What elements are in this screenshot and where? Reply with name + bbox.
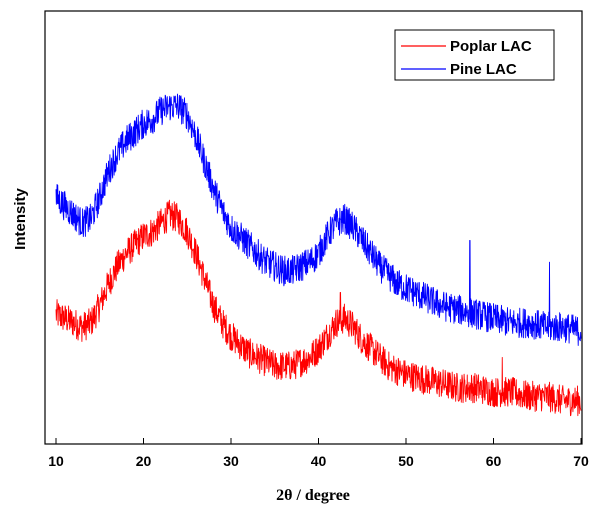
x-tick-label: 60 <box>486 453 502 469</box>
x-axis-ticks: 10 20 30 40 50 60 70 <box>48 438 589 469</box>
x-tick-label: 10 <box>48 453 64 469</box>
series-line-poplar <box>55 199 582 417</box>
legend-box <box>394 29 555 81</box>
x-tick-label: 30 <box>223 453 239 469</box>
x-tick-label: 50 <box>398 453 414 469</box>
legend-label-poplar: Poplar LAC <box>450 38 532 55</box>
series-line-pine <box>55 93 582 346</box>
legend-label-pine: Pine LAC <box>450 61 517 78</box>
plot-frame <box>44 10 583 445</box>
x-axis-title: 2θ / degree <box>276 487 350 504</box>
x-tick-label: 20 <box>136 453 152 469</box>
legend: Poplar LAC Pine LAC <box>394 29 555 81</box>
x-tick-label: 40 <box>311 453 327 469</box>
x-tick-label: 70 <box>573 453 589 469</box>
y-axis-title: Intensity <box>12 188 29 250</box>
series-layer <box>55 93 582 417</box>
